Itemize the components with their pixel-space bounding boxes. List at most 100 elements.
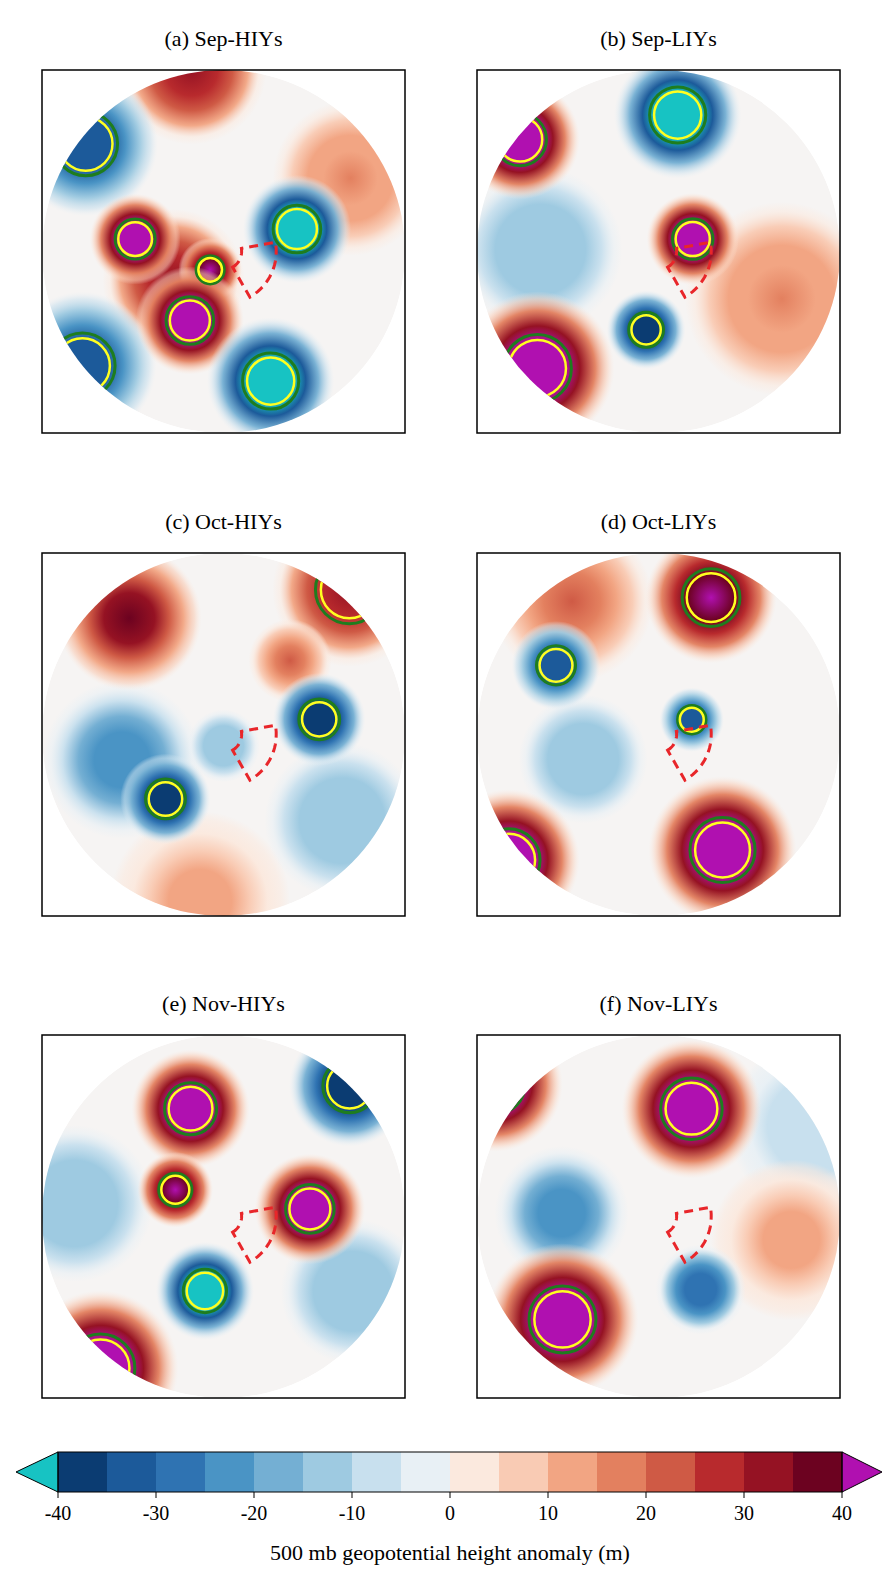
significance-95 xyxy=(198,258,222,282)
colorbar-tick-label: 20 xyxy=(636,1502,656,1524)
map-area xyxy=(0,1025,425,1446)
colorbar-tick-label: -40 xyxy=(45,1502,72,1524)
anomaly-center xyxy=(120,754,211,845)
significance-90 xyxy=(672,219,713,260)
significance-90 xyxy=(50,333,115,398)
anomaly-center xyxy=(23,1290,179,1446)
anomaly-center xyxy=(622,1039,762,1179)
significance-90 xyxy=(243,353,299,409)
anomaly-center xyxy=(486,1243,638,1395)
significance-90 xyxy=(165,1083,217,1135)
colorbar-bin xyxy=(107,1452,157,1492)
colorbar-extend-low xyxy=(16,1452,58,1492)
significance-95 xyxy=(540,649,573,682)
panel-frame xyxy=(42,553,405,916)
anomaly-center xyxy=(156,1242,254,1340)
anomaly-center xyxy=(273,673,366,766)
colorbar-tick-label: 10 xyxy=(538,1502,558,1524)
significance-95 xyxy=(169,1087,213,1131)
significance-95 xyxy=(247,357,294,404)
region-outline xyxy=(233,725,277,780)
colorbar-label: 500 mb geopotential height anomaly (m) xyxy=(270,1540,630,1565)
colorbar-tick xyxy=(254,1492,255,1498)
colorbar-tick-label: -20 xyxy=(241,1502,268,1524)
colorbar-bin xyxy=(254,1452,304,1492)
panel: (b) Sep-LIYs xyxy=(458,26,878,446)
significance-95 xyxy=(654,91,701,138)
panel-title: (e) Nov-HIYs xyxy=(162,991,285,1016)
anomaly-center xyxy=(110,811,290,991)
colorbar-bin xyxy=(450,1452,500,1492)
significance-95 xyxy=(327,1063,372,1108)
colorbar-tick-label: -10 xyxy=(339,1502,366,1524)
map-area xyxy=(428,1017,896,1398)
anomaly-center xyxy=(438,789,580,931)
significance-95 xyxy=(470,1059,520,1109)
colorbar-bin xyxy=(205,1452,255,1492)
panel-frame xyxy=(477,70,840,433)
colorbar-extend-high xyxy=(842,1452,882,1492)
panel-frame xyxy=(477,553,840,916)
colorbar-frame xyxy=(58,1452,842,1492)
anomaly-center xyxy=(460,291,614,445)
anomaly-center xyxy=(137,1152,213,1228)
significance-90 xyxy=(286,1185,335,1234)
map-area xyxy=(458,51,878,445)
anomaly-center xyxy=(57,546,202,691)
colorbar-tick xyxy=(744,1492,745,1498)
significance-95 xyxy=(695,823,750,878)
anomaly-center xyxy=(131,1050,249,1168)
significance-90 xyxy=(466,1055,525,1114)
region-outline xyxy=(668,242,712,297)
panel-title: (b) Sep-LIYs xyxy=(600,26,717,51)
anomaly-center xyxy=(428,1017,563,1152)
significance-95 xyxy=(72,1339,130,1397)
panel-frame xyxy=(42,70,405,433)
colorbar-tick xyxy=(548,1492,549,1498)
anomaly-center xyxy=(648,776,796,924)
significance-90 xyxy=(650,87,706,143)
anomaly-center xyxy=(647,193,739,285)
significance-90 xyxy=(54,112,118,176)
panel-frame xyxy=(477,1035,840,1398)
region-outline xyxy=(668,1207,712,1262)
colorbar-bin xyxy=(156,1452,206,1492)
anomaly-center xyxy=(90,194,181,285)
colorbar-bin xyxy=(499,1452,549,1492)
region-outline xyxy=(233,242,277,297)
significance-95 xyxy=(161,1176,189,1204)
significance xyxy=(50,112,321,409)
significance-90 xyxy=(159,1173,192,1206)
colorbar-tick-label: 40 xyxy=(832,1502,852,1524)
significance-95 xyxy=(277,209,317,249)
anomaly-center xyxy=(289,1025,410,1146)
significance-90 xyxy=(115,219,155,259)
anomaly-center xyxy=(656,1244,746,1334)
colorbar-tick xyxy=(58,1492,59,1498)
significance-95 xyxy=(687,573,736,622)
significance-95 xyxy=(170,300,210,340)
colorbar-bin xyxy=(793,1452,843,1492)
significance-95 xyxy=(321,561,378,618)
colorbar-bin xyxy=(548,1452,598,1492)
significance-90 xyxy=(503,334,571,402)
colorbar-bin xyxy=(695,1452,745,1492)
colorbar-tick xyxy=(646,1492,647,1498)
significance-95 xyxy=(509,340,566,397)
colorbar-tick-label: 30 xyxy=(734,1502,754,1524)
significance-90 xyxy=(661,1078,723,1140)
significance-90 xyxy=(690,817,755,882)
significance-90 xyxy=(166,297,214,345)
panel: (e) Nov-HIYs xyxy=(0,991,425,1446)
significance-95 xyxy=(118,222,152,256)
significance-95 xyxy=(55,338,110,393)
panel-title: (d) Oct-LIYs xyxy=(601,509,716,534)
anomaly-center xyxy=(659,687,724,752)
map-area xyxy=(42,513,426,992)
region-outline xyxy=(668,725,712,780)
significance-95 xyxy=(149,782,183,816)
colorbar-bin xyxy=(352,1452,402,1492)
significance-90 xyxy=(536,646,575,685)
anomaly-center xyxy=(460,79,580,199)
map-area xyxy=(8,0,428,445)
